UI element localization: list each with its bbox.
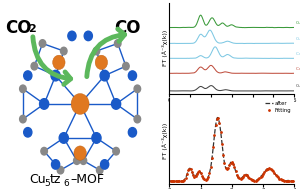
Fitting — [281, 179, 285, 182]
after — [245, 173, 248, 176]
Circle shape — [80, 157, 87, 164]
after — [243, 174, 246, 176]
Circle shape — [39, 40, 46, 47]
Circle shape — [24, 128, 32, 137]
after — [274, 173, 277, 175]
after — [292, 180, 296, 182]
X-axis label: R+Δ (Å): R+Δ (Å) — [219, 104, 244, 110]
Circle shape — [95, 55, 108, 70]
after — [216, 116, 219, 119]
Circle shape — [61, 47, 67, 55]
Circle shape — [74, 157, 80, 164]
Text: 6: 6 — [64, 179, 70, 188]
after — [176, 180, 179, 183]
Circle shape — [31, 62, 38, 70]
Circle shape — [52, 55, 65, 70]
FancyArrowPatch shape — [87, 29, 124, 77]
Circle shape — [97, 166, 103, 174]
Circle shape — [113, 147, 119, 155]
Circle shape — [51, 70, 60, 81]
Circle shape — [52, 160, 60, 169]
Circle shape — [93, 47, 100, 55]
Fitting — [274, 173, 277, 175]
Circle shape — [128, 71, 136, 80]
Fitting — [168, 180, 171, 182]
Y-axis label: FT (Å⁻³χ(k)): FT (Å⁻³χ(k)) — [162, 123, 168, 159]
Legend: after, Fitting: after, Fitting — [265, 101, 291, 112]
after — [168, 180, 171, 182]
Circle shape — [74, 146, 86, 160]
Circle shape — [100, 70, 109, 81]
Text: Cu: Cu — [29, 173, 46, 186]
Text: CO: CO — [115, 19, 141, 37]
Fitting — [245, 174, 248, 176]
Circle shape — [84, 31, 92, 41]
Fitting — [169, 180, 173, 183]
FancyArrowPatch shape — [33, 37, 71, 84]
Text: tz: tz — [50, 173, 61, 186]
Text: CO: CO — [5, 19, 32, 37]
Line: after: after — [169, 118, 294, 182]
Fitting — [216, 116, 220, 118]
Circle shape — [59, 133, 68, 143]
Circle shape — [134, 85, 141, 93]
Text: CuO: CuO — [296, 21, 300, 25]
Y-axis label: FT (Å⁻³χ(k)): FT (Å⁻³χ(k)) — [162, 30, 168, 66]
Circle shape — [92, 133, 101, 143]
Circle shape — [115, 40, 121, 47]
Circle shape — [123, 62, 129, 70]
Text: CuTz-1: CuTz-1 — [296, 84, 300, 88]
Circle shape — [40, 99, 49, 109]
Circle shape — [41, 147, 47, 155]
after — [281, 180, 285, 182]
Line: Fitting: Fitting — [169, 117, 295, 182]
Fitting — [168, 180, 172, 182]
Fitting — [292, 180, 296, 182]
Text: Cu foil: Cu foil — [296, 52, 300, 56]
Circle shape — [128, 128, 136, 137]
Text: 2: 2 — [28, 24, 36, 34]
Circle shape — [134, 115, 141, 123]
Text: CuTz-1 after electrocatalysis: CuTz-1 after electrocatalysis — [296, 67, 300, 71]
Circle shape — [112, 99, 121, 109]
Circle shape — [24, 71, 32, 80]
Fitting — [243, 174, 246, 176]
Circle shape — [20, 85, 26, 93]
Circle shape — [100, 160, 109, 169]
Circle shape — [71, 94, 89, 114]
Circle shape — [20, 115, 26, 123]
Circle shape — [68, 31, 76, 41]
Text: 5: 5 — [44, 179, 50, 188]
Fitting — [242, 174, 246, 177]
Text: –MOF: –MOF — [70, 173, 104, 186]
after — [242, 174, 246, 177]
Text: Cu₂O: Cu₂O — [296, 37, 300, 41]
after — [168, 180, 172, 182]
Circle shape — [57, 166, 64, 174]
